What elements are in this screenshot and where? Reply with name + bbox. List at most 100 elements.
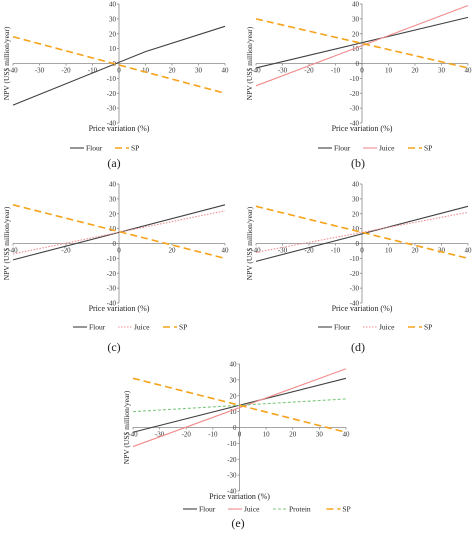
- x-tick-label: 10: [385, 67, 393, 75]
- series-line-sp: [132, 377, 347, 434]
- x-tick-label: 40: [343, 431, 351, 439]
- y-tick-label: -30: [107, 285, 117, 293]
- x-tick-label: -10: [331, 247, 341, 255]
- legend-label-flour: Flour: [86, 144, 103, 153]
- panel-caption-d: (d): [351, 340, 365, 354]
- y-tick-label: -20: [107, 270, 117, 278]
- y-tick-label: 40: [230, 361, 238, 369]
- x-tick-label: -40: [8, 247, 18, 255]
- series-line-sp: [12, 35, 226, 95]
- x-tick-label: 30: [316, 431, 324, 439]
- x-axis-label: Price variation (%): [332, 304, 393, 313]
- x-tick-label: 30: [438, 247, 446, 255]
- y-tick-label: 30: [352, 15, 360, 23]
- x-tick-label: 10: [142, 67, 150, 75]
- panel-caption-c: (c): [107, 340, 121, 354]
- y-tick-label: -30: [107, 105, 117, 113]
- y-tick-label: 10: [352, 45, 360, 53]
- x-tick-label: 20: [412, 67, 420, 75]
- panel-caption-a: (a): [107, 156, 121, 170]
- x-tick-label: -10: [88, 67, 98, 75]
- y-tick-label: 10: [352, 225, 360, 233]
- x-tick-label: 20: [169, 247, 177, 255]
- y-axis-label: NPV (US$ million/year): [2, 26, 11, 100]
- y-tick-label: 20: [230, 392, 238, 400]
- x-tick-label: -20: [61, 67, 71, 75]
- y-tick-label: -20: [350, 270, 360, 278]
- x-tick-label: 0: [238, 431, 242, 439]
- y-tick-label: -40: [350, 120, 360, 128]
- y-tick-label: 30: [230, 376, 238, 384]
- x-tick-label: 20: [289, 431, 297, 439]
- x-tick-label: -30: [35, 67, 45, 75]
- x-tick-label: -40: [8, 67, 18, 75]
- x-tick-label: 0: [360, 247, 364, 255]
- x-tick-label: -20: [304, 67, 314, 75]
- series-line-sp: [12, 204, 226, 260]
- legend-label-juice: Juice: [134, 323, 150, 332]
- y-axis-label: NPV (US$ million/year): [245, 26, 254, 100]
- x-tick-label: -10: [208, 431, 218, 439]
- x-axis-label: Price variation (%): [89, 124, 150, 133]
- legend-label-juice: Juice: [244, 505, 260, 514]
- x-tick-label: 20: [169, 67, 177, 75]
- x-tick-label: -10: [331, 67, 341, 75]
- y-axis-label: NPV (US$ million/year): [122, 390, 131, 464]
- legend-label-protein: Protein: [289, 505, 311, 514]
- y-tick-label: 0: [356, 60, 360, 68]
- y-tick-label: 40: [109, 181, 117, 189]
- y-tick-label: 0: [233, 424, 237, 432]
- series-line-juice: [132, 368, 347, 448]
- y-tick-label: -20: [350, 90, 360, 98]
- x-tick-label: -20: [182, 431, 192, 439]
- y-tick-label: -40: [107, 300, 117, 308]
- legend-label-juice: Juice: [379, 323, 395, 332]
- y-tick-label: 30: [109, 195, 117, 203]
- y-tick-label: 30: [352, 195, 360, 203]
- x-axis-label: Price variation (%): [209, 492, 270, 501]
- y-tick-label: 20: [109, 30, 117, 38]
- legend-label-flour: Flour: [89, 323, 106, 332]
- x-tick-label: -30: [278, 67, 288, 75]
- x-tick-label: 0: [117, 247, 121, 255]
- y-tick-label: 40: [352, 1, 360, 9]
- x-tick-label: 0: [117, 67, 121, 75]
- series-line-juice: [12, 210, 226, 255]
- series-line-flour: [12, 25, 226, 106]
- x-tick-label: 40: [465, 247, 473, 255]
- x-tick-label: 40: [222, 67, 230, 75]
- x-axis-label: Price variation (%): [89, 304, 150, 313]
- x-tick-label: 30: [438, 67, 446, 75]
- x-tick-label: -30: [278, 247, 288, 255]
- y-tick-label: 40: [352, 181, 360, 189]
- y-tick-label: 20: [352, 30, 360, 38]
- legend-label-sp: SP: [342, 505, 350, 514]
- series-line-sp: [255, 18, 469, 69]
- y-tick-label: -10: [350, 75, 360, 83]
- y-axis-label: NPV (US$ million/year): [245, 206, 254, 280]
- series-line-juice: [255, 4, 469, 87]
- series-line-protein: [132, 398, 347, 413]
- legend-label-flour: Flour: [334, 144, 351, 153]
- x-tick-label: 10: [385, 247, 393, 255]
- x-tick-label: 10: [263, 431, 271, 439]
- x-tick-label: 40: [222, 247, 230, 255]
- y-tick-label: 40: [109, 1, 117, 9]
- series-line-flour: [255, 205, 469, 262]
- x-tick-label: -40: [251, 67, 261, 75]
- x-tick-label: -40: [251, 247, 261, 255]
- y-tick-label: -30: [350, 105, 360, 113]
- y-tick-label: 20: [352, 210, 360, 218]
- legend-label-sp: SP: [131, 144, 139, 153]
- y-tick-label: -20: [107, 90, 117, 98]
- y-tick-label: -40: [107, 120, 117, 128]
- y-tick-label: -10: [350, 255, 360, 263]
- y-tick-label: 30: [109, 15, 117, 23]
- y-tick-label: 10: [109, 225, 117, 233]
- legend-label-flour: Flour: [199, 505, 216, 514]
